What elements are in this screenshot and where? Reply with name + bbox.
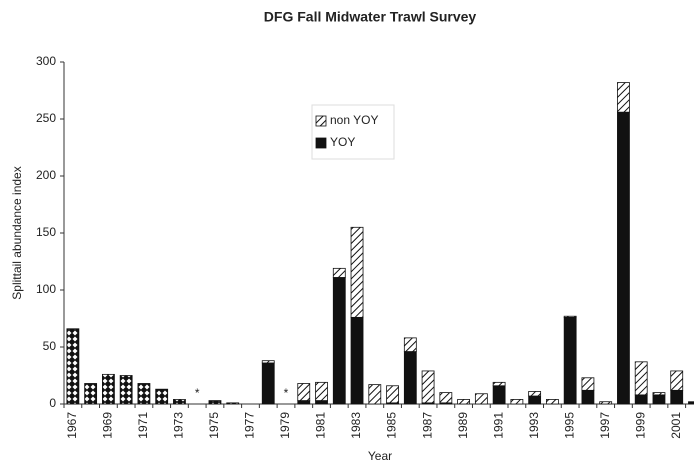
bar <box>457 399 471 405</box>
bar <box>670 370 684 391</box>
x-tick-label: 1993 <box>527 412 541 439</box>
bar <box>261 362 275 405</box>
chart-title: DFG Fall Midwater Trawl Survey <box>264 9 477 25</box>
y-tick-label: 250 <box>36 111 56 125</box>
bar <box>297 383 311 401</box>
y-tick-label: 150 <box>36 225 56 239</box>
bar <box>261 360 275 364</box>
bar <box>403 351 417 405</box>
annotation: * <box>195 386 200 400</box>
bar <box>581 377 595 391</box>
bar <box>492 385 506 405</box>
x-tick-label: 2001 <box>669 412 683 439</box>
bar <box>634 394 648 405</box>
x-tick-label: 1985 <box>385 412 399 439</box>
x-tick-label: 1967 <box>65 412 79 439</box>
bar <box>226 402 240 405</box>
bar <box>439 392 453 404</box>
bar <box>528 395 542 405</box>
x-axis-label: Year <box>368 449 392 463</box>
bar <box>173 399 186 405</box>
x-tick-label: 1979 <box>278 412 292 439</box>
bar <box>634 361 648 396</box>
y-tick-label: 0 <box>49 396 56 410</box>
bar <box>421 370 435 404</box>
legend-label: YOY <box>330 135 355 149</box>
bar <box>510 399 524 405</box>
bar <box>332 277 346 405</box>
x-tick-label: 1981 <box>314 412 328 439</box>
x-tick-label: 1983 <box>349 412 363 439</box>
x-tick-label: 1987 <box>420 412 434 439</box>
y-tick-label: 50 <box>43 339 57 353</box>
x-tick-label: 1977 <box>243 412 257 439</box>
bar <box>617 111 630 405</box>
x-tick-label: 1997 <box>598 412 612 439</box>
bar <box>208 400 222 405</box>
y-axis-label: Splittail abundance index <box>10 166 24 299</box>
y-tick-label: 200 <box>36 168 56 182</box>
bar <box>474 393 488 405</box>
x-tick-label: 1995 <box>562 412 576 439</box>
bar <box>688 401 694 405</box>
bar <box>332 267 346 278</box>
x-tick-label: 1969 <box>101 412 115 439</box>
bar <box>546 399 559 405</box>
bar <box>350 226 364 318</box>
bar <box>315 381 328 401</box>
legend-box <box>311 104 395 160</box>
bar <box>137 383 151 405</box>
bar <box>119 375 133 405</box>
x-tick-label: 1999 <box>633 412 647 439</box>
bar <box>581 389 595 405</box>
bar <box>350 316 364 405</box>
bar <box>84 383 98 405</box>
bar <box>66 328 80 405</box>
bar <box>528 391 542 397</box>
bar <box>652 392 666 396</box>
bar <box>670 389 684 405</box>
bar <box>599 401 613 405</box>
bar <box>155 388 169 405</box>
bar <box>297 400 311 405</box>
bar <box>315 400 328 405</box>
bar <box>403 337 417 352</box>
bar <box>102 373 115 405</box>
y-tick-label: 100 <box>36 282 56 296</box>
bar <box>368 384 382 405</box>
x-tick-label: 1973 <box>172 412 186 439</box>
y-tick-label: 300 <box>36 54 56 68</box>
legend-swatch <box>315 137 327 149</box>
bar <box>563 315 577 318</box>
annotation: * <box>284 386 289 400</box>
bar <box>652 394 666 405</box>
x-tick-label: 1991 <box>491 412 505 439</box>
x-tick-label: 1971 <box>136 412 150 439</box>
bar <box>563 316 577 405</box>
bar <box>386 385 399 404</box>
legend-swatch <box>315 115 327 127</box>
x-tick-label: 1975 <box>207 412 221 439</box>
bar <box>617 82 630 113</box>
x-tick-label: 1989 <box>456 412 470 439</box>
bar <box>492 381 506 387</box>
legend-label: non YOY <box>330 113 378 127</box>
